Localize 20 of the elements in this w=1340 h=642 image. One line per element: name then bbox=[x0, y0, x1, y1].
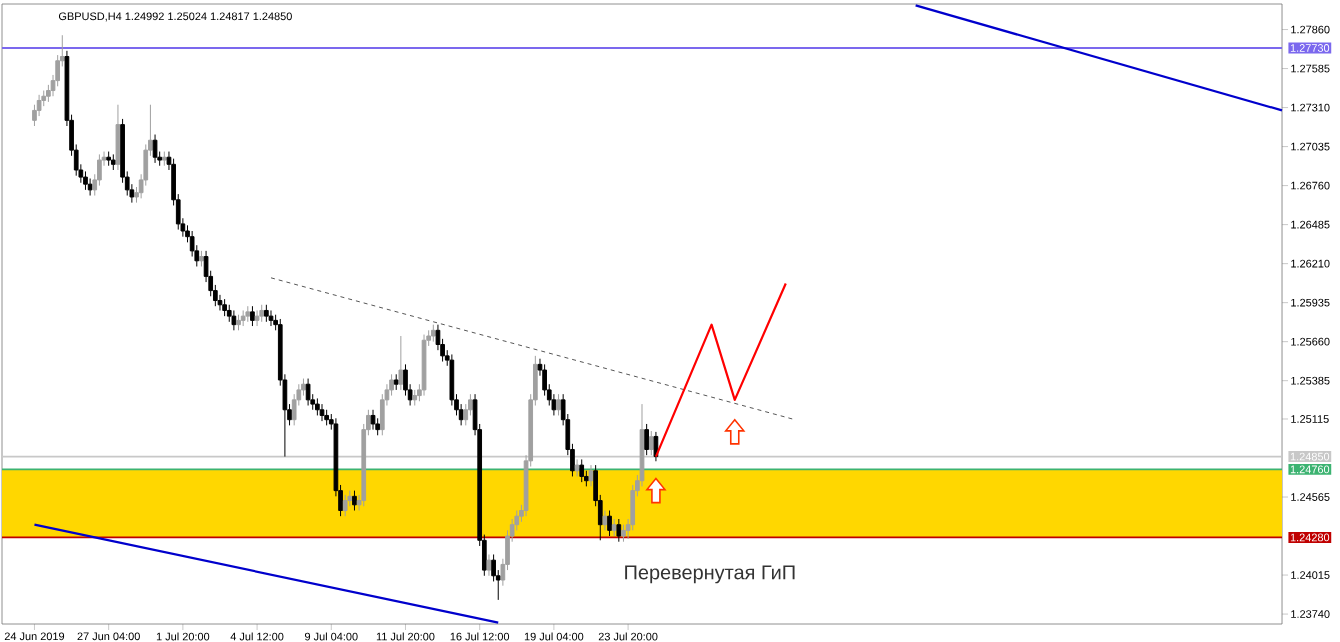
candlestick bbox=[551, 393, 557, 416]
candlestick bbox=[305, 378, 311, 407]
candlestick bbox=[370, 409, 376, 431]
candlestick bbox=[435, 324, 441, 351]
candlestick bbox=[639, 403, 645, 487]
candlestick bbox=[602, 510, 608, 531]
candlestick bbox=[36, 94, 42, 117]
candlestick bbox=[268, 309, 274, 327]
candlestick bbox=[319, 403, 325, 422]
candlestick bbox=[486, 553, 492, 577]
candlestick bbox=[449, 353, 455, 407]
candlestick bbox=[588, 464, 594, 487]
candlestick bbox=[421, 334, 427, 397]
candlestick bbox=[152, 134, 158, 164]
candlestick bbox=[115, 104, 121, 171]
candlestick bbox=[217, 294, 223, 311]
annotation: Перевернутая ГиП bbox=[625, 565, 795, 584]
line-series bbox=[654, 282, 787, 458]
candlestick bbox=[254, 309, 260, 327]
candlestick bbox=[203, 250, 209, 283]
